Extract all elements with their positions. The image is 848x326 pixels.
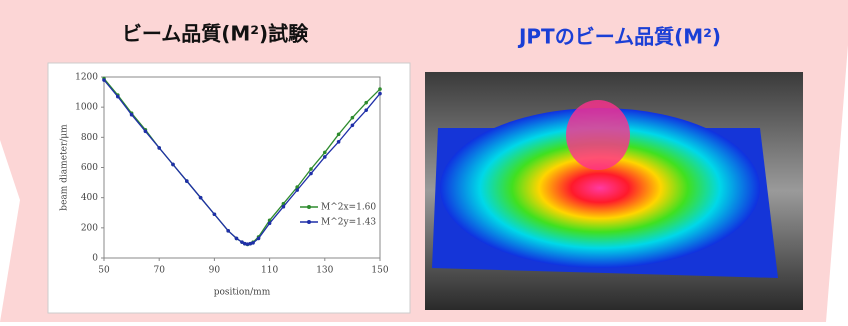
image-peak xyxy=(566,100,630,170)
data-point xyxy=(282,205,286,209)
data-point xyxy=(323,151,327,155)
data-point xyxy=(213,212,217,216)
y-tick-label: 1000 xyxy=(75,103,98,113)
data-point xyxy=(268,222,272,226)
data-point xyxy=(144,130,148,134)
data-point xyxy=(337,140,341,144)
y-tick-label: 800 xyxy=(81,133,98,143)
data-point xyxy=(199,196,203,200)
data-point xyxy=(130,113,134,117)
right-title: JPTのビーム品質(M²) xyxy=(517,25,721,49)
data-point xyxy=(364,101,368,105)
data-point xyxy=(226,229,230,233)
beam-profile-image xyxy=(425,72,803,310)
chart-frame xyxy=(48,63,410,313)
y-tick-label: 0 xyxy=(92,254,98,264)
data-point xyxy=(295,188,299,192)
x-tick-label: 150 xyxy=(371,266,388,276)
x-axis-label: position/mm xyxy=(214,288,271,298)
data-point xyxy=(364,108,368,112)
data-point xyxy=(378,92,382,96)
x-tick-label: 70 xyxy=(153,266,165,276)
data-point xyxy=(337,133,341,137)
data-point xyxy=(378,87,382,91)
y-tick-label: 200 xyxy=(81,223,98,233)
data-point xyxy=(116,95,120,99)
x-tick-label: 110 xyxy=(261,266,278,276)
data-point xyxy=(309,167,313,171)
y-tick-label: 400 xyxy=(81,193,98,203)
data-point xyxy=(171,163,175,167)
slide: ビーム品質(M²)試験 JPTのビーム品質(M²) 0 200 400 600 800 1… xyxy=(0,0,848,322)
y-tick-label: 600 xyxy=(81,163,98,173)
data-point xyxy=(351,116,355,120)
data-point xyxy=(102,78,106,82)
y-axis-label: beam diameter/μm xyxy=(60,124,70,211)
data-point xyxy=(157,146,161,150)
data-point xyxy=(251,241,255,245)
legend-label: M^2x=1.60 xyxy=(321,203,376,213)
data-point xyxy=(257,237,261,241)
y-tick-label: 1200 xyxy=(75,73,98,83)
x-tick-label: 130 xyxy=(316,266,333,276)
data-point xyxy=(185,179,189,183)
legend-marker xyxy=(307,220,311,224)
x-tick-label: 90 xyxy=(209,266,221,276)
data-point xyxy=(235,237,239,241)
x-tick-label: 50 xyxy=(98,266,110,276)
data-point xyxy=(323,155,327,159)
left-title: ビーム品質(M²)試験 xyxy=(122,22,309,46)
legend-marker xyxy=(307,205,311,209)
data-point xyxy=(309,172,313,176)
data-point xyxy=(351,123,355,127)
legend-label: M^2y=1.43 xyxy=(321,218,376,228)
